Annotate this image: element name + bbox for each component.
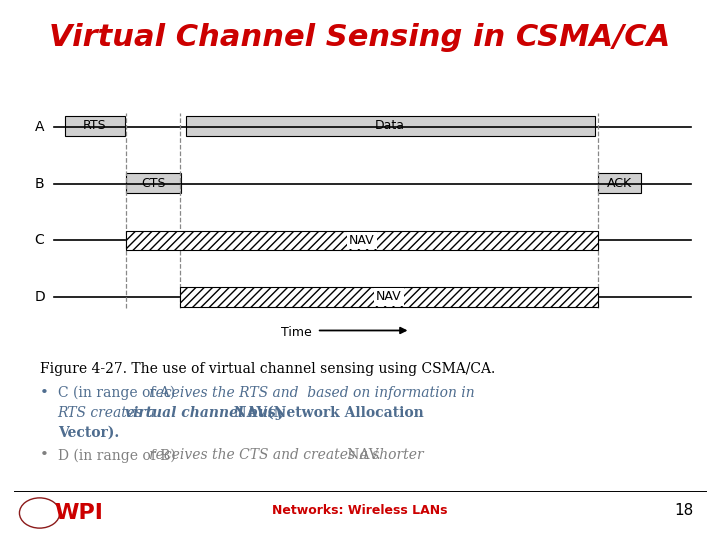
Text: C: C (35, 233, 45, 247)
Text: Networks: Wireless LANs: Networks: Wireless LANs (272, 504, 448, 517)
Text: RTS creates a: RTS creates a (58, 406, 160, 420)
Text: •: • (40, 448, 48, 462)
Text: Vector).: Vector). (58, 426, 119, 440)
Text: Virtual Channel Sensing in CSMA/CA: Virtual Channel Sensing in CSMA/CA (50, 23, 670, 52)
Text: A: A (35, 120, 45, 134)
Text: receives the CTS and creates a shorter: receives the CTS and creates a shorter (149, 448, 423, 462)
Text: D: D (35, 290, 45, 304)
Text: RTS: RTS (83, 119, 107, 132)
Text: Time: Time (281, 326, 312, 339)
Text: Figure 4-27. The use of virtual channel sensing using CSMA/CA.: Figure 4-27. The use of virtual channel … (40, 362, 495, 376)
Text: CTS: CTS (141, 177, 166, 190)
Text: virtual channel busy: virtual channel busy (125, 406, 284, 420)
Text: NAV: NAV (349, 234, 374, 247)
Circle shape (19, 498, 60, 528)
Bar (186, 116, 595, 136)
Bar (126, 173, 181, 193)
Text: receives the RTS and  based on information in: receives the RTS and based on informatio… (149, 386, 474, 400)
Text: 18: 18 (675, 503, 693, 518)
Bar (180, 287, 598, 307)
Text: ACK: ACK (607, 177, 631, 190)
Text: •: • (40, 386, 48, 400)
Text: C (in range of A): C (in range of A) (58, 386, 179, 401)
Text: B: B (35, 177, 45, 191)
Bar (65, 116, 125, 136)
Text: WPI: WPI (55, 503, 104, 523)
Bar (598, 173, 641, 193)
Text: NAV.: NAV. (343, 448, 381, 462)
Text: NAV: NAV (376, 291, 402, 303)
Bar (126, 231, 598, 250)
Text: Data: Data (375, 119, 405, 132)
Text: NAV(Network Allocation: NAV(Network Allocation (229, 406, 423, 420)
Text: D (in range of B): D (in range of B) (58, 448, 180, 463)
